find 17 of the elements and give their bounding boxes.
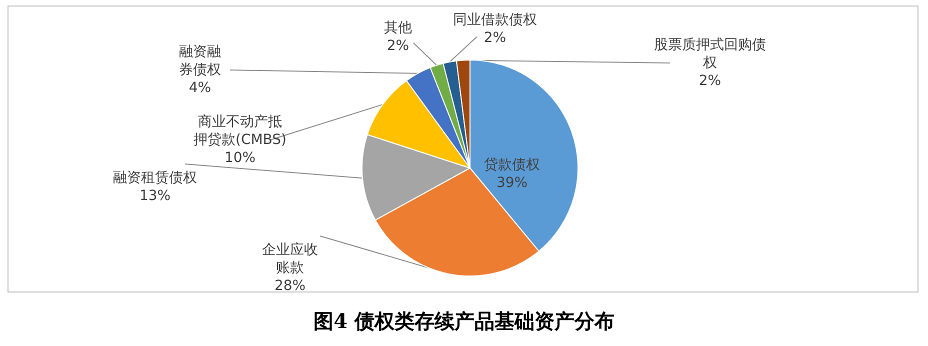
slice-label: 企业应收账款 xyxy=(262,242,318,276)
data-label: 13% xyxy=(139,188,171,204)
slice-label: 贷款债权 xyxy=(484,157,540,173)
data-label: 2% xyxy=(386,38,410,54)
slice-label: 股票质押式回购债权 xyxy=(654,37,766,71)
data-label: 2% xyxy=(698,73,722,89)
data-label: 10% xyxy=(224,150,256,166)
data-label: 2% xyxy=(484,30,506,46)
slice-label: 融资租赁债权 xyxy=(113,170,197,186)
text: 图4 债权类存续产品基础资产分布 xyxy=(314,309,614,333)
slice-label: 融资融券债权 xyxy=(179,44,221,78)
slice-label: 商业不动产抵押贷款(CMBS) xyxy=(193,114,287,148)
data-label: 39% xyxy=(496,175,528,191)
slice-label: 其他 xyxy=(384,20,412,36)
data-label: 4% xyxy=(188,80,212,96)
data-label: 28% xyxy=(274,278,306,294)
slice-label: 同业借款债权 xyxy=(453,12,537,28)
